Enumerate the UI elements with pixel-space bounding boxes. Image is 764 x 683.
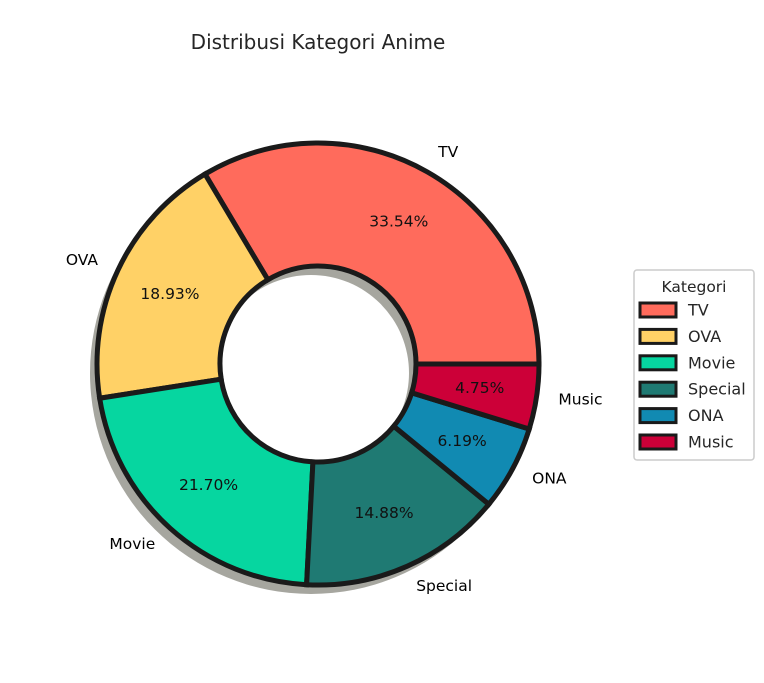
slice-ova [94,170,272,402]
slice-tv [201,140,542,367]
value-label-special: 14.88% [355,504,414,522]
value-label-ona: 6.19% [437,432,486,450]
category-label-tv: TV [437,143,458,161]
percentage-labels: 33.54% 18.93% 21.70% 14.88% 6.19% 4.75% [140,212,504,522]
slice-movie [96,376,316,588]
slice-music [408,361,542,433]
legend-title: Kategori [661,278,726,296]
legend-swatch-music [638,433,678,451]
legend-label-music: Music [688,433,734,452]
legend-swatch-ona [638,407,678,425]
chart-title: Distribusi Kategori Anime [191,30,446,54]
legend-label-movie: Movie [688,353,735,372]
legend-label-ova: OVA [688,327,721,346]
value-label-ova: 18.93% [140,285,199,303]
legend-label-special: Special [688,380,746,399]
legend-swatch-special [638,380,678,398]
legend-swatch-ova [638,327,678,345]
category-label-ona: ONA [532,470,567,488]
category-label-movie: Movie [109,535,155,553]
value-label-movie: 21.70% [179,476,238,494]
legend-swatch-tv [638,301,678,319]
legend: Kategori TV OVA Movie Special ONA Music [633,269,755,461]
legend-label-ona: ONA [688,406,724,425]
value-label-music: 4.75% [455,379,504,397]
value-label-tv: 33.54% [369,212,428,230]
category-label-music: Music [558,391,602,409]
slice-special [303,422,493,588]
legend-swatch-movie [638,354,678,372]
category-label-ova: OVA [66,251,99,269]
category-labels: TV OVA Movie Special ONA Music [66,143,603,595]
pie-slices [94,140,542,588]
legend-label-tv: TV [687,301,709,320]
category-label-special: Special [416,577,472,595]
